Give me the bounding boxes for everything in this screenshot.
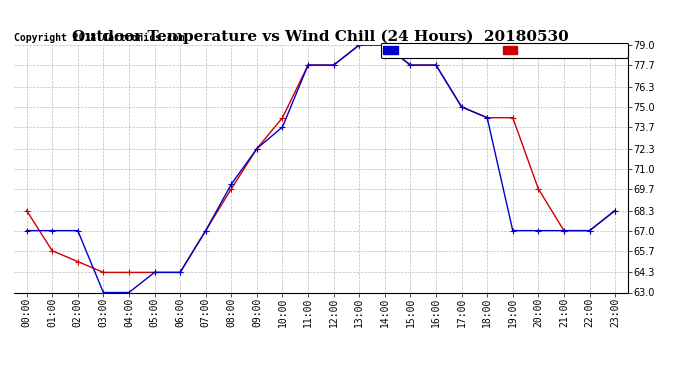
Text: Copyright 2018 Cartronics.com: Copyright 2018 Cartronics.com [14, 33, 184, 42]
Title: Outdoor Temperature vs Wind Chill (24 Hours)  20180530: Outdoor Temperature vs Wind Chill (24 Ho… [72, 30, 569, 44]
Legend: Wind Chill  (°F), Temperature  (°F): Wind Chill (°F), Temperature (°F) [381, 42, 628, 58]
